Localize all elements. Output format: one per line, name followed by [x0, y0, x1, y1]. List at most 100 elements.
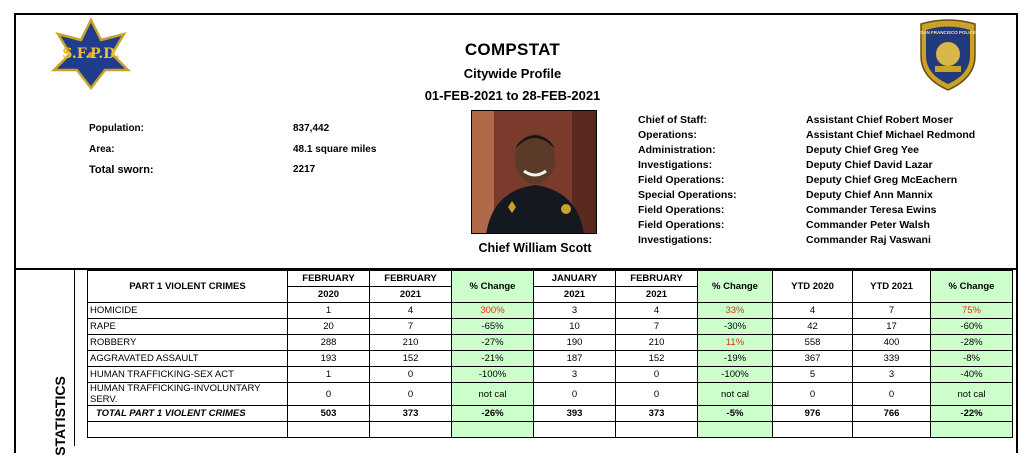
total-sworn-label: Total sworn:: [89, 164, 154, 176]
cell-feb-2021-b: 0: [615, 366, 698, 383]
staff-names: Assistant Chief Robert Moser Assistant C…: [806, 113, 975, 248]
cell-pct-2: not cal: [697, 382, 773, 406]
total-pct-3: -22%: [930, 405, 1013, 422]
col-feb-2021-b: FEBRUARY: [615, 270, 698, 287]
cell-feb-2021: 7: [369, 318, 452, 335]
cell-pct-1: -27%: [451, 334, 534, 351]
cell-ytd-2021: 339: [852, 350, 931, 367]
violent-crimes-table: PART 1 VIOLENT CRIMES FEBRUARY FEBRUARY …: [87, 270, 1013, 438]
cell-ytd-2020: 4: [772, 302, 853, 319]
staff-role: Investigations:: [638, 234, 713, 246]
col-feb-2021: FEBRUARY: [369, 270, 452, 287]
cell-jan-2021: 187: [533, 350, 616, 367]
cell-pct-1: not cal: [451, 382, 534, 406]
side-label: STATISTICS: [30, 376, 70, 456]
cell-pct-1: -100%: [451, 366, 534, 383]
table-row: HUMAN TRAFFICKING-INVOLUNTARY SERV. 0 0 …: [87, 382, 1013, 406]
cell-jan-2021: 10: [533, 318, 616, 335]
staff-role: Investigations:: [638, 159, 713, 171]
cell-pct-1: 300%: [451, 302, 534, 319]
col-ytd-2021: YTD 2021: [852, 270, 931, 303]
sfpd-logo-text: S.F.P.D.: [62, 46, 120, 62]
cell-pct-2: 11%: [697, 334, 773, 351]
total-ytd-2021: 766: [852, 405, 931, 422]
chief-photo: [471, 110, 597, 234]
total-row: TOTAL PART 1 VIOLENT CRIMES 503 373 -26%…: [87, 405, 1013, 422]
cell-feb-2021-b: 210: [615, 334, 698, 351]
crime-name: HUMAN TRAFFICKING-SEX ACT: [87, 366, 288, 383]
page-subtitle: Citywide Profile: [463, 66, 562, 81]
staff-name: Deputy Chief Ann Mannix: [806, 189, 933, 201]
total-feb-2021: 373: [369, 405, 452, 422]
table-title: PART 1 VIOLENT CRIMES: [87, 270, 288, 303]
staff-role: Field Operations:: [638, 204, 725, 216]
cell-feb-2021: 210: [369, 334, 452, 351]
sfpd-star-logo: S.F.P.D.: [50, 17, 132, 91]
cell-ytd-2021: 0: [852, 382, 931, 406]
cell-feb-2020: 288: [287, 334, 370, 351]
cell-jan-2021: 0: [533, 382, 616, 406]
cell-pct-1: -65%: [451, 318, 534, 335]
cell-feb-2021: 0: [369, 382, 452, 406]
badge-logo-text: SAN FRANCISCO POLICE: [920, 30, 976, 35]
cell-feb-2020: 20: [287, 318, 370, 335]
cell-feb-2021-b: 152: [615, 350, 698, 367]
cell-pct-2: 33%: [697, 302, 773, 319]
cell-ytd-2021: 400: [852, 334, 931, 351]
cell-ytd-2020: 5: [772, 366, 853, 383]
cell-ytd-2021: 7: [852, 302, 931, 319]
staff-role: Special Operations:: [638, 189, 737, 201]
header-divider: [14, 268, 1018, 270]
total-jan-2021: 393: [533, 405, 616, 422]
side-label-text: STATISTICS: [51, 376, 68, 456]
staff-role: Field Operations:: [638, 174, 725, 186]
date-range: 01-FEB-2021 to 28-FEB-2021: [424, 88, 601, 103]
police-badge-logo: SAN FRANCISCO POLICE: [915, 18, 981, 92]
cell-pct-2: -19%: [697, 350, 773, 367]
total-pct-2: -5%: [697, 405, 773, 422]
cell-feb-2021-b: 7: [615, 318, 698, 335]
col-feb-2020: FEBRUARY: [287, 270, 370, 287]
col-ytd-2020: YTD 2020: [772, 270, 853, 303]
col-jan-2021: JANUARY: [533, 270, 616, 287]
col-pct-change-1: % Change: [451, 270, 534, 303]
cell-feb-2021: 0: [369, 366, 452, 383]
total-pct-1: -26%: [451, 405, 534, 422]
cell-pct-2: -30%: [697, 318, 773, 335]
header-row-1: PART 1 VIOLENT CRIMES FEBRUARY FEBRUARY …: [87, 270, 1013, 303]
next-section-row: [87, 421, 1013, 438]
crime-name: ROBBERY: [87, 334, 288, 351]
staff-name: Deputy Chief Greg McEachern: [806, 174, 958, 186]
crime-name: HOMICIDE: [87, 302, 288, 319]
staff-role: Field Operations:: [638, 219, 725, 231]
total-feb-2021-b: 373: [615, 405, 698, 422]
table-row: HUMAN TRAFFICKING-SEX ACT 1 0 -100% 3 0 …: [87, 366, 1013, 383]
staff-name: Commander Teresa Ewins: [806, 204, 937, 216]
table-row: ROBBERY 288 210 -27% 190 210 11% 558 400…: [87, 334, 1013, 351]
year-2020: 2020: [287, 286, 370, 303]
year-2021: 2021: [615, 286, 698, 303]
staff-role: Chief of Staff:: [638, 114, 707, 126]
staff-role: Administration:: [638, 144, 716, 156]
cell-jan-2021: 3: [533, 302, 616, 319]
cell-ytd-2020: 42: [772, 318, 853, 335]
staff-name: Commander Raj Vaswani: [806, 234, 931, 246]
total-ytd-2020: 976: [772, 405, 853, 422]
staff-name: Assistant Chief Robert Moser: [806, 114, 954, 126]
cell-ytd-2021: 17: [852, 318, 931, 335]
cell-pct-1: -21%: [451, 350, 534, 367]
cell-feb-2020: 193: [287, 350, 370, 367]
chief-name: Chief William Scott: [478, 241, 592, 255]
staff-name: Deputy Chief David Lazar: [806, 159, 933, 171]
population-value: 837,442: [293, 123, 330, 134]
cell-feb-2021-b: 4: [615, 302, 698, 319]
crime-name: HUMAN TRAFFICKING-INVOLUNTARY SERV.: [87, 382, 288, 406]
cell-feb-2020: 1: [287, 302, 370, 319]
year-2021: 2021: [533, 286, 616, 303]
cell-feb-2021-b: 0: [615, 382, 698, 406]
table-row: AGGRAVATED ASSAULT 193 152 -21% 187 152 …: [87, 350, 1013, 367]
cell-ytd-2020: 0: [772, 382, 853, 406]
cell-feb-2021: 4: [369, 302, 452, 319]
total-feb-2020: 503: [287, 405, 370, 422]
population-label: Population:: [89, 123, 144, 134]
